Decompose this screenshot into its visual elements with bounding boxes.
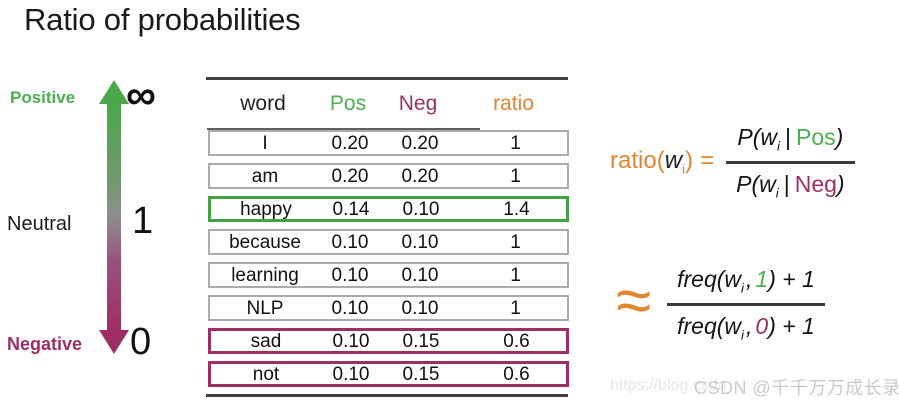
positive-label: Positive (10, 88, 76, 107)
table-body: I 0.20 0.20 1 am 0.20 0.20 1 happy 0.14 … (208, 130, 569, 394)
freq-formula-fraction: freq(wi, 1) + 1 freq(wi, 0) + 1 (667, 266, 825, 342)
table-row-highlight-negative: sad 0.10 0.15 0.6 (208, 328, 569, 354)
table-row-highlight-positive: happy 0.14 0.10 1.4 (208, 196, 569, 222)
fraction-denominator: P(wi | Neg) (736, 170, 845, 201)
cell-pos: 0.10 (331, 231, 369, 253)
cell-word: not (252, 363, 280, 385)
table-bottom-rule (206, 394, 568, 397)
scale-value-one: 1 (132, 200, 154, 242)
cell-ratio: 1 (510, 231, 521, 253)
cell-pos: 0.10 (332, 363, 370, 385)
scale-value-zero: 0 (130, 321, 152, 363)
cell-ratio: 0.6 (503, 363, 530, 385)
cell-ratio: 1.4 (503, 198, 530, 220)
cell-word: sad (250, 330, 282, 352)
cell-neg: 0.10 (401, 297, 439, 319)
fraction-numerator: P(wi | Pos) (726, 124, 855, 164)
cell-word: because (229, 231, 301, 253)
column-header-neg: Neg (398, 92, 438, 115)
table-header-row: word Pos Neg ratio (208, 86, 569, 122)
cell-pos: 0.10 (331, 264, 369, 286)
cell-neg: 0.10 (401, 264, 439, 286)
cell-ratio: 1 (510, 165, 521, 187)
cell-neg: 0.15 (402, 363, 440, 385)
header-underline (207, 128, 480, 130)
cell-pos: 0.10 (331, 297, 369, 319)
fraction-denominator: freq(wi, 0) + 1 (677, 312, 815, 343)
ratio-formula-fraction: P(wi | Pos) P(wi | Neg) (726, 124, 855, 201)
approx-icon: ≈ (616, 264, 652, 337)
freq-approximation-formula: ≈ freq(wi, 1) + 1 freq(wi, 0) + 1 (616, 266, 825, 342)
arrow-up-icon (99, 80, 129, 104)
table-row: learning 0.10 0.10 1 (208, 262, 569, 288)
table-row: NLP 0.10 0.10 1 (208, 295, 569, 321)
cell-neg: 0.10 (402, 198, 440, 220)
cell-word: I (262, 132, 268, 154)
cell-word: happy (240, 198, 292, 220)
cell-ratio: 0.6 (503, 330, 530, 352)
gradient-arrow (99, 80, 129, 354)
cell-word: NLP (246, 297, 284, 319)
scale-value-infinity: ∞ (126, 71, 156, 118)
column-header-pos: Pos (329, 92, 367, 115)
table-top-rule (206, 77, 568, 80)
cell-pos: 0.20 (331, 165, 369, 187)
table-row: I 0.20 0.20 1 (208, 130, 569, 156)
cell-pos: 0.14 (332, 198, 370, 220)
cell-pos: 0.10 (332, 330, 370, 352)
cell-ratio: 1 (510, 132, 521, 154)
cell-ratio: 1 (510, 297, 521, 319)
watermark: https://blog.csdn CSDN @千千万万成长录 (610, 372, 899, 400)
cell-word: am (251, 165, 279, 187)
table-row-highlight-negative: not 0.10 0.15 0.6 (208, 361, 569, 387)
column-header-ratio: ratio (493, 92, 534, 115)
cell-neg: 0.20 (401, 165, 439, 187)
table-row: because 0.10 0.10 1 (208, 229, 569, 255)
watermark-url: https://blog.csdn (610, 377, 727, 394)
arrow-down-icon (99, 330, 129, 354)
page-title: Ratio of probabilities (24, 2, 301, 37)
watermark-csdn: CSDN @千千万万成长录 (694, 378, 899, 398)
cell-ratio: 1 (510, 264, 521, 286)
cell-word: learning (231, 264, 299, 286)
neutral-label: Neutral (7, 213, 72, 235)
ratio-formula: ratio(wi) = P(wi | Pos) P(wi | Neg) (610, 124, 855, 200)
cell-neg: 0.20 (401, 132, 439, 154)
negative-label: Negative (7, 334, 83, 354)
table-row: am 0.20 0.20 1 (208, 163, 569, 189)
cell-pos: 0.20 (331, 132, 369, 154)
cell-neg: 0.10 (401, 231, 439, 253)
fraction-numerator: freq(wi, 1) + 1 (667, 266, 825, 306)
column-header-word: word (240, 92, 286, 115)
arrow-shaft (107, 104, 121, 330)
cell-neg: 0.15 (402, 330, 440, 352)
ratio-formula-lhs: ratio(wi) = (610, 147, 715, 177)
